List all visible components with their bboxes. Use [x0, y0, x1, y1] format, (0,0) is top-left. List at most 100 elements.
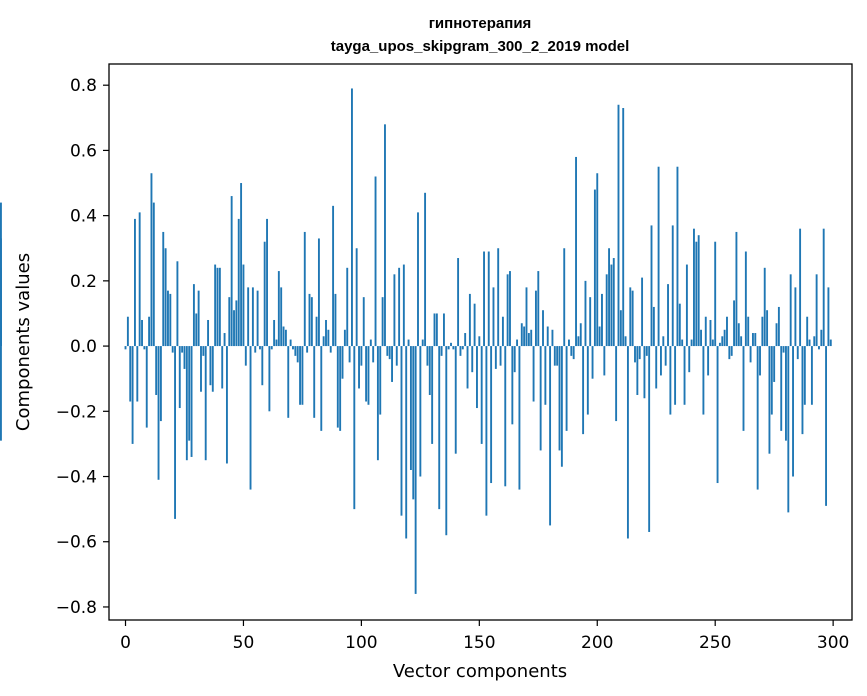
bar-72: [294, 346, 297, 356]
bar-15: [159, 346, 162, 422]
bar-37: [211, 346, 214, 392]
bar-91: [339, 346, 342, 431]
bar-180: [549, 346, 552, 526]
bar-1: [126, 316, 129, 347]
bar-151: [480, 346, 483, 444]
bar-299: [829, 339, 832, 347]
bar-279: [782, 346, 785, 353]
x-tick-label-1: 50: [233, 633, 255, 653]
bar-93: [343, 329, 346, 347]
bar-87: [329, 346, 332, 353]
bar-294: [818, 346, 820, 350]
bar-53: [249, 346, 252, 490]
bar-162: [506, 274, 509, 347]
bar-161: [504, 346, 507, 487]
bar-298: [827, 287, 830, 347]
bar-63: [273, 319, 276, 347]
bar-112: [388, 346, 391, 360]
bar-204: [605, 274, 608, 347]
bar-116: [398, 267, 401, 347]
bar-134: [440, 346, 443, 356]
bar-277: [777, 306, 780, 347]
bar-235: [678, 303, 681, 347]
bar-110: [384, 124, 386, 347]
bar-109: [381, 297, 384, 347]
bar-255: [726, 316, 728, 347]
bar-261: [740, 336, 743, 347]
bar-283: [792, 346, 794, 477]
bar-184: [558, 346, 561, 451]
bar-153: [485, 346, 488, 516]
bar-291: [810, 346, 813, 405]
bar-66: [280, 287, 283, 347]
bar-254: [723, 329, 726, 347]
bar-138: [450, 342, 452, 347]
bar-230: [667, 284, 669, 347]
bar-150: [478, 336, 481, 347]
bar-18: [167, 290, 169, 347]
bar-114: [393, 274, 396, 347]
bar-241: [693, 228, 695, 347]
bar-274: [770, 346, 773, 415]
bar-183: [556, 346, 559, 366]
bar-68: [284, 329, 287, 347]
bar-238: [685, 264, 688, 347]
bar-33: [202, 346, 205, 356]
bar-158: [497, 248, 500, 347]
bar-58: [261, 346, 264, 386]
bar-178: [544, 346, 547, 405]
bar-122: [412, 346, 415, 500]
bar-192: [577, 336, 580, 347]
bar-232: [671, 225, 674, 347]
bar-169: [523, 326, 526, 347]
bar-226: [657, 166, 660, 347]
bar-103: [367, 346, 370, 405]
bar-154: [487, 251, 490, 347]
bar-54: [251, 287, 254, 347]
bar-32: [200, 346, 202, 392]
bar-21: [174, 346, 176, 519]
bar-205: [608, 248, 610, 347]
bar-3: [131, 346, 134, 444]
bar-264: [747, 316, 750, 347]
bar-148: [473, 303, 476, 347]
bar-75: [301, 346, 304, 405]
bar-229: [664, 346, 667, 366]
bar-64: [275, 339, 278, 347]
bar-292: [813, 336, 816, 347]
bar-219: [641, 277, 644, 347]
chart-title-line1: гипнотерапия: [429, 15, 532, 32]
y-tick-label-5: 0.2: [70, 272, 97, 292]
x-axis-label: Vector components: [393, 661, 567, 682]
bar-130: [431, 346, 434, 444]
bar-224: [652, 306, 655, 347]
bar-174: [534, 290, 537, 347]
bar-234: [676, 166, 679, 347]
bar-275: [773, 346, 776, 382]
bar-133: [438, 346, 441, 510]
bar-77: [306, 346, 309, 353]
y-tick-label-8: 0.8: [70, 76, 97, 96]
bar-185: [560, 346, 563, 467]
bar-35: [207, 319, 210, 347]
x-tick-label-3: 150: [463, 633, 495, 653]
bar-237: [683, 346, 686, 405]
bar-135: [443, 313, 445, 347]
y-axis-label: Components values: [13, 253, 34, 431]
bar-45: [230, 196, 233, 347]
bar-7: [141, 319, 143, 347]
bar-49: [240, 183, 243, 347]
bar-227: [660, 346, 662, 376]
bar-166: [516, 339, 519, 347]
bar-26: [185, 346, 188, 461]
bar-155: [490, 346, 493, 484]
bar-69: [287, 346, 290, 418]
bar-215: [631, 290, 634, 347]
bar-256: [728, 346, 731, 360]
bar-4: [134, 218, 136, 347]
bar-132: [435, 313, 438, 347]
bar-196: [586, 346, 589, 415]
bar-233: [674, 346, 677, 405]
bar-217: [636, 346, 639, 395]
bar-260: [737, 323, 740, 347]
